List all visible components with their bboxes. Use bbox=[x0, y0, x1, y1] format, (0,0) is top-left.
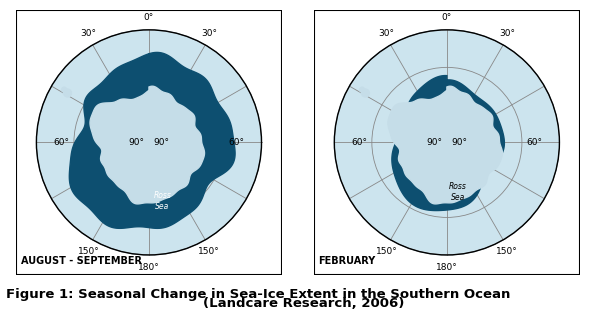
Text: Ross
Sea: Ross Sea bbox=[449, 182, 467, 202]
Text: 30°: 30° bbox=[379, 29, 395, 38]
Text: 30°: 30° bbox=[81, 29, 97, 38]
Circle shape bbox=[64, 89, 72, 97]
Text: (Landcare Research, 2006): (Landcare Research, 2006) bbox=[203, 297, 405, 310]
Text: 90°: 90° bbox=[153, 138, 170, 147]
Text: 30°: 30° bbox=[499, 29, 515, 38]
Text: 60°: 60° bbox=[527, 138, 542, 147]
Text: 60°: 60° bbox=[54, 138, 69, 147]
Circle shape bbox=[61, 87, 67, 92]
Text: 150°: 150° bbox=[198, 247, 220, 256]
Text: 60°: 60° bbox=[351, 138, 367, 147]
Text: 180°: 180° bbox=[436, 263, 458, 272]
Text: Figure 1: Seasonal Change in Sea-Ice Extent in the Southern Ocean: Figure 1: Seasonal Change in Sea-Ice Ext… bbox=[6, 288, 511, 301]
Text: 150°: 150° bbox=[78, 247, 100, 256]
Text: 150°: 150° bbox=[496, 247, 518, 256]
Circle shape bbox=[36, 30, 261, 255]
Text: 30°: 30° bbox=[201, 29, 217, 38]
Circle shape bbox=[362, 89, 370, 97]
Text: Ross
Sea: Ross Sea bbox=[154, 191, 171, 211]
Polygon shape bbox=[392, 76, 505, 211]
Polygon shape bbox=[69, 52, 235, 228]
Circle shape bbox=[359, 87, 365, 92]
Polygon shape bbox=[388, 86, 502, 204]
Text: 90°: 90° bbox=[426, 138, 443, 147]
Text: 0°: 0° bbox=[442, 13, 452, 22]
Text: 60°: 60° bbox=[229, 138, 244, 147]
Text: 180°: 180° bbox=[138, 263, 160, 272]
Text: FEBRUARY: FEBRUARY bbox=[319, 256, 376, 266]
Polygon shape bbox=[90, 86, 204, 204]
Text: 90°: 90° bbox=[128, 138, 145, 147]
Text: 150°: 150° bbox=[376, 247, 398, 256]
Text: 90°: 90° bbox=[451, 138, 468, 147]
Circle shape bbox=[334, 30, 559, 255]
Text: AUGUST - SEPTEMBER: AUGUST - SEPTEMBER bbox=[21, 256, 142, 266]
Text: 0°: 0° bbox=[144, 13, 154, 22]
